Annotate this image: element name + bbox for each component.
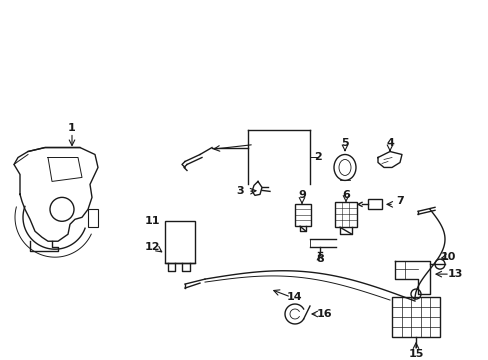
Text: 11: 11 [144, 216, 160, 226]
Text: 5: 5 [341, 138, 348, 148]
Text: 13: 13 [447, 269, 462, 279]
Text: 14: 14 [286, 292, 302, 302]
Bar [164, 221, 195, 263]
Text: 1: 1 [68, 123, 76, 132]
Text: 12: 12 [144, 242, 160, 252]
Text: 8: 8 [315, 254, 323, 264]
Text: 2: 2 [313, 153, 321, 162]
Text: 3: 3 [236, 186, 244, 197]
Bar [367, 199, 381, 209]
Text: 6: 6 [342, 190, 349, 201]
Bar [88, 209, 98, 227]
Bar [334, 202, 356, 227]
Text: 4: 4 [385, 138, 393, 148]
Bar [294, 204, 310, 226]
Text: 15: 15 [407, 349, 423, 359]
Text: 10: 10 [439, 252, 455, 262]
Text: 9: 9 [298, 190, 305, 201]
Bar [391, 297, 439, 337]
Text: 7: 7 [395, 196, 403, 206]
Text: 16: 16 [317, 309, 332, 319]
